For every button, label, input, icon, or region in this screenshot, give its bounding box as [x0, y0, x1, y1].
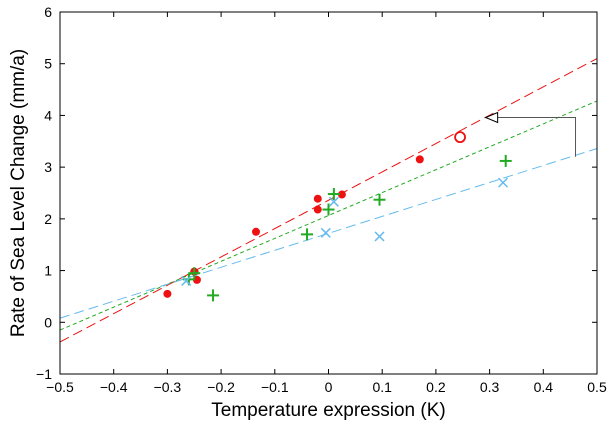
data-point-plus: [188, 267, 201, 280]
data-point-cross: [328, 196, 339, 207]
x-tick-label: 0.4: [534, 379, 554, 395]
data-point-cross: [181, 275, 192, 286]
data-point-plus: [373, 193, 386, 206]
data-point-cross: [374, 231, 385, 242]
highlight-open-circle: [454, 131, 466, 144]
y-tick-label: 4: [44, 107, 52, 123]
data-point-dot: [163, 289, 172, 298]
trend-line-0: [59, 58, 598, 343]
x-tick-label: −0.2: [207, 379, 235, 395]
data-markers: [163, 131, 512, 302]
trend-line-1: [59, 100, 598, 331]
x-tick-label: −0.4: [100, 379, 128, 395]
data-point-dot: [252, 227, 261, 236]
x-tick-label: 0.3: [480, 379, 500, 395]
annotation-arrowhead: [484, 111, 499, 124]
x-tick-label: −0.1: [261, 379, 289, 395]
x-axis-title: Temperature expression (K): [211, 400, 445, 421]
annotation-arrow-shaft: [497, 116, 577, 157]
x-tick-label: 0: [325, 379, 333, 395]
y-tick-label: 6: [44, 4, 52, 20]
data-point-plus: [499, 154, 512, 167]
trend-line-2: [59, 148, 598, 319]
y-axis-ticks: −1 0 1 2 3 4 5 6: [36, 4, 597, 382]
x-tick-label: 0.1: [372, 379, 392, 395]
y-tick-label: 1: [44, 263, 52, 279]
x-tick-label: −0.3: [154, 379, 182, 395]
data-point-cross: [320, 227, 331, 238]
y-tick-label: 2: [44, 211, 52, 227]
x-axis-ticks: −0.5 −0.4 −0.3 −0.2 −0.1 0 0.1 0.2 0.3 0.4 0.5: [46, 12, 607, 395]
y-tick-label: 3: [44, 159, 52, 175]
data-point-dot: [313, 205, 322, 214]
y-axis-title: Rate of Sea Level Change (mm/a): [8, 49, 29, 337]
data-point-dot: [313, 194, 322, 203]
x-tick-label: 0.5: [587, 379, 607, 395]
data-point-plus: [301, 228, 314, 241]
y-tick-label: 5: [44, 56, 52, 72]
plot-frame: [59, 11, 598, 375]
x-tick-label: 0.2: [426, 379, 446, 395]
data-point-plus: [322, 203, 335, 216]
data-point-dot: [337, 190, 346, 199]
data-point-plus: [327, 188, 340, 201]
data-point-cross: [497, 177, 509, 188]
x-tick-label: −0.5: [46, 379, 74, 395]
y-tick-label: −1: [36, 366, 52, 382]
data-point-dot: [415, 155, 424, 164]
trend-lines: [59, 58, 598, 343]
y-tick-label: 0: [44, 314, 52, 330]
data-point-plus: [207, 289, 220, 302]
annotation-arrow: [484, 111, 577, 157]
